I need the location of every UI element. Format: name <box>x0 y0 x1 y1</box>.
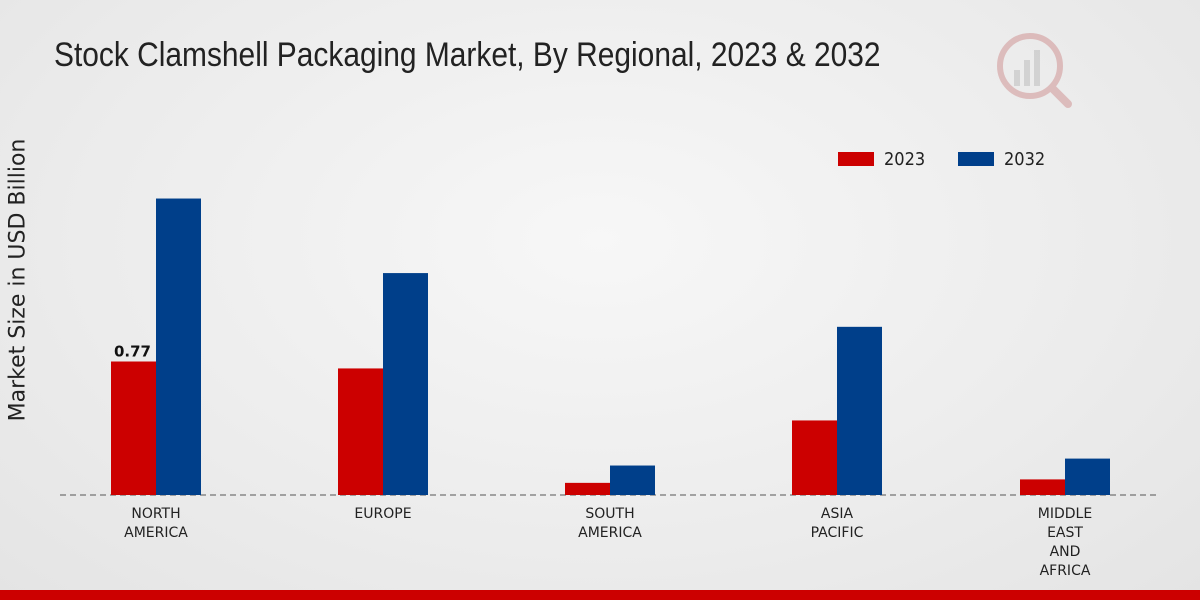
logo-watermark-icon <box>997 33 1072 108</box>
x-tick-label: AND <box>1050 544 1081 560</box>
x-tick-label: AMERICA <box>124 525 188 541</box>
x-tick-label: AFRICA <box>1040 563 1091 579</box>
bar-2032-0 <box>156 198 201 495</box>
bar-2032-3 <box>837 326 882 495</box>
legend-item-2023: 2023 <box>838 148 930 170</box>
x-tick-label: SOUTH <box>585 506 634 522</box>
x-tick-label: ASIA <box>821 506 854 522</box>
bar-2023-2 <box>565 482 610 495</box>
legend-item-2032: 2032 <box>958 148 1050 170</box>
x-tick-label: MIDDLE <box>1038 506 1092 522</box>
bar-2023-4 <box>1020 479 1065 495</box>
legend-swatch-2023 <box>838 152 874 166</box>
legend-label-2032: 2032 <box>1004 148 1046 170</box>
bar-2023-1 <box>338 368 383 495</box>
x-tick-label: NORTH <box>131 506 180 522</box>
x-tick-label: EUROPE <box>354 506 411 522</box>
bar-2023-3 <box>792 420 837 495</box>
bar-2032-2 <box>610 465 655 495</box>
data-label: 0.77 <box>114 343 151 361</box>
bar-2023-0 <box>111 361 156 495</box>
bar-2032-4 <box>1065 458 1110 495</box>
legend-swatch-2032 <box>958 152 994 166</box>
x-tick-label: EAST <box>1047 525 1083 541</box>
chart-title: Stock Clamshell Packaging Market, By Reg… <box>54 36 881 74</box>
x-tick-label: PACIFIC <box>811 525 864 541</box>
bar-2032-1 <box>383 273 428 495</box>
legend-label-2023: 2023 <box>884 148 926 170</box>
x-tick-label: AMERICA <box>578 525 642 541</box>
footer-bar <box>0 590 1200 600</box>
